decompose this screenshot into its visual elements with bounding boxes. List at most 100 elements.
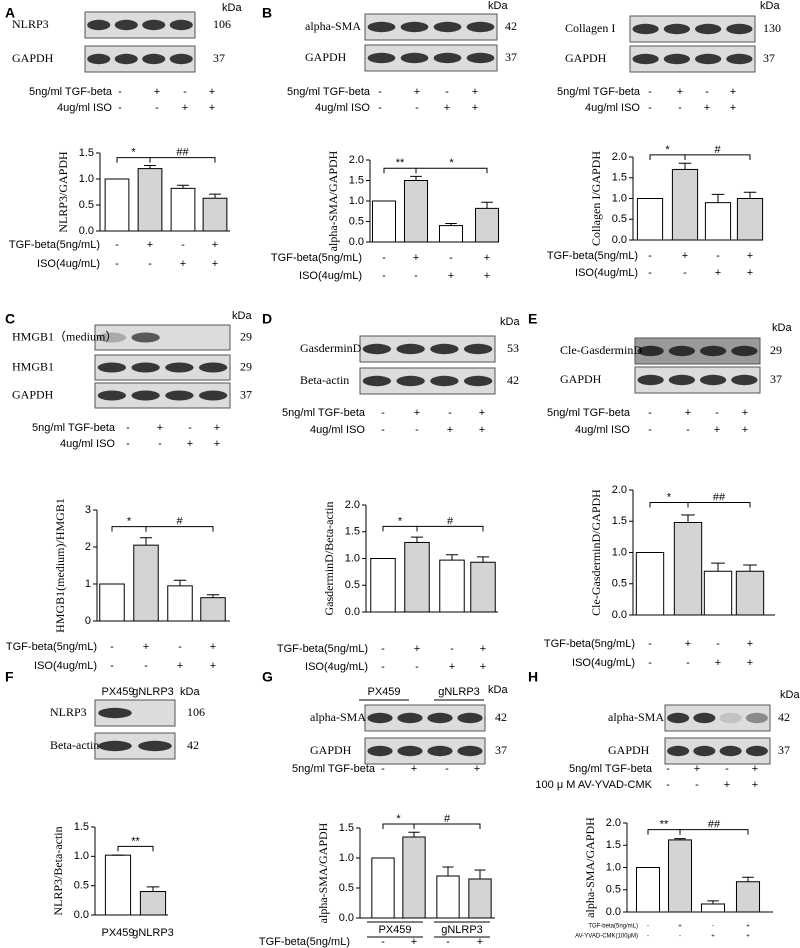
condition-sign: - <box>648 657 652 669</box>
treatment-label: 5ng/ml TGF-beta <box>29 86 113 98</box>
blot-kda: 42 <box>505 19 517 33</box>
blot-name: Collagen I <box>565 21 615 35</box>
treatment-sign: - <box>126 422 130 434</box>
treatment-sign: + <box>182 102 188 114</box>
condition-label: ISO(4ug/mL) <box>305 661 368 673</box>
error-bar <box>674 838 686 840</box>
y-tick-label: 0.5 <box>612 578 627 590</box>
treatment-sign: - <box>445 763 449 775</box>
y-axis-label: NLRP3/Beta-actin <box>51 826 65 915</box>
treatment-sign: + <box>444 102 450 114</box>
treatment-sign: + <box>472 102 478 114</box>
treatment-label: 4ug/ml ISO <box>585 102 640 114</box>
blot-band <box>745 712 768 724</box>
bar <box>370 558 396 613</box>
y-tick-label: 1.0 <box>339 852 354 864</box>
condition-label: AV-YVAD-CMK(100μM) <box>575 934 638 940</box>
condition-sign: + <box>747 250 753 262</box>
treatment-sign: + <box>472 86 478 98</box>
blot-band <box>726 23 753 35</box>
blot-band <box>114 19 138 31</box>
blot-kda: 37 <box>240 387 252 401</box>
treatment-sign: - <box>381 763 385 775</box>
condition-sign: - <box>712 924 714 930</box>
treatment-sign: - <box>445 86 449 98</box>
condition-sign: - <box>648 267 652 279</box>
significance-label: # <box>447 515 454 527</box>
condition-sign: - <box>683 267 687 279</box>
blot-kda: 37 <box>495 743 507 757</box>
bar <box>636 198 664 241</box>
blot-band <box>165 390 194 401</box>
bar <box>167 585 193 622</box>
x-tick-label: PX459 <box>101 927 134 939</box>
error-bar <box>711 562 725 572</box>
y-tick-label: 0.0 <box>74 909 89 921</box>
blot-band <box>731 374 758 386</box>
bar <box>735 881 761 913</box>
blot-band <box>668 345 695 357</box>
treatment-sign: + <box>214 438 220 450</box>
blot-band <box>169 53 193 65</box>
bar <box>99 583 125 622</box>
blot-name: HMGB1 <box>12 359 54 373</box>
error-bar <box>139 537 153 546</box>
blot-strip <box>94 324 231 351</box>
condition-sign: + <box>143 641 149 653</box>
y-tick-label: 1.0 <box>612 192 627 204</box>
y-tick-label: 1.5 <box>606 839 621 851</box>
significance-label: ## <box>708 819 721 831</box>
significance-bracket <box>679 829 749 835</box>
treatment-label: 4ug/ml ISO <box>60 438 115 450</box>
bar <box>402 836 426 919</box>
significance-label: * <box>131 147 136 159</box>
y-tick-label: 1.0 <box>349 195 364 207</box>
lane-header: PX459 <box>101 686 134 698</box>
treatment-sign: - <box>666 779 670 791</box>
treatment-label: 5ng/ml TGF-beta <box>32 422 116 434</box>
blot-band <box>97 332 127 343</box>
blot-name: GAPDH <box>12 51 54 65</box>
treatment-sign: + <box>214 422 220 434</box>
blot-band <box>726 53 753 65</box>
blot-band <box>430 375 459 387</box>
blot-band <box>745 745 768 757</box>
blot-band <box>98 740 132 752</box>
treatment-sign: + <box>730 102 736 114</box>
group-label: PX459 <box>378 924 411 936</box>
significance-bracket <box>413 823 481 829</box>
condition-label: TGF-beta(5ng/mL) <box>544 638 635 650</box>
treatment-sign: + <box>154 86 160 98</box>
blot-band <box>169 19 193 31</box>
treatment-label: 100 μ M AV-YVAD-CMK <box>535 779 652 791</box>
blot-name: GAPDH <box>310 743 352 757</box>
treatment-label: 4ug/ml ISO <box>310 424 365 436</box>
condition-label: ISO(4ug/mL) <box>37 258 100 270</box>
treatment-sign: + <box>730 86 736 98</box>
condition-sign: + <box>746 924 750 930</box>
blot-kda: 37 <box>770 372 782 386</box>
condition-sign: + <box>685 638 691 650</box>
condition-sign: - <box>647 934 649 940</box>
blot-band <box>97 390 127 401</box>
blot-band <box>457 712 483 724</box>
treatment-sign: - <box>155 102 159 114</box>
y-tick-label: 0.5 <box>74 880 89 892</box>
blot-name: GasderminD <box>300 341 362 355</box>
bar <box>438 225 464 243</box>
significance-label: * <box>449 157 454 169</box>
blot-band <box>731 345 758 357</box>
treatment-sign: - <box>695 779 699 791</box>
y-tick-label: 0.0 <box>612 234 627 246</box>
panel-label: G <box>262 669 273 685</box>
error-bar <box>146 886 160 892</box>
y-tick-label: 0.5 <box>349 215 364 227</box>
treatment-label: 4ug/ml ISO <box>315 102 370 114</box>
treatment-label: 5ng/ml TGF-beta <box>292 763 376 775</box>
significance-label: * <box>398 515 403 527</box>
blot-kda: 106 <box>187 705 205 719</box>
significance-label: ** <box>131 835 140 847</box>
bar <box>436 875 460 919</box>
treatment-sign: - <box>448 407 452 419</box>
